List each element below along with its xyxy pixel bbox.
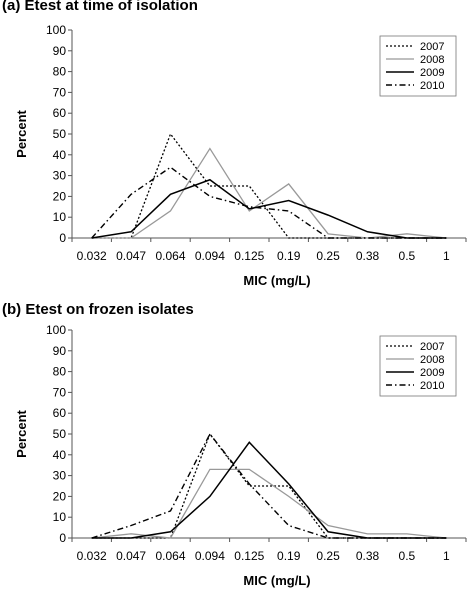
x-tick-label: 0.5 [399,549,416,563]
y-axis-title: Percent [14,109,29,157]
y-tick-label: 30 [53,469,67,483]
y-tick-label: 10 [53,510,67,524]
y-tick-label: 70 [53,385,67,399]
x-tick-label: 0.064 [155,249,185,263]
y-tick-label: 0 [59,531,66,545]
y-tick-label: 40 [53,448,67,462]
legend-box [379,335,457,397]
y-tick-label: 70 [53,85,67,99]
y-axis-title: Percent [14,409,29,457]
x-tick-label: 0.094 [195,249,225,263]
y-tick-label: 80 [53,365,67,379]
x-tick-label: 0.25 [316,549,340,563]
y-tick-label: 80 [53,65,67,79]
legend-label: 2010 [420,80,444,92]
y-tick-label: 20 [53,489,67,503]
x-tick-label: 0.032 [77,249,107,263]
legend-label: 2009 [420,67,444,79]
y-tick-label: 100 [46,323,66,337]
x-tick-label: 1 [443,549,450,563]
x-tick-label: 0.032 [77,549,107,563]
y-tick-label: 60 [53,406,67,420]
legend-label: 2007 [420,341,444,353]
series-line-2010 [91,166,447,239]
series-line-2010 [91,432,447,539]
x-tick-label: 0.25 [316,249,340,263]
y-tick-label: 10 [53,210,67,224]
x-tick-label: 0.094 [195,549,225,563]
x-tick-label: 0.064 [155,549,185,563]
series-line-2007 [91,132,447,239]
y-tick-label: 0 [59,231,66,245]
x-tick-label: 0.38 [356,249,380,263]
x-tick-label: 0.125 [234,549,264,563]
legend-label: 2008 [420,354,444,366]
series-line-2008 [91,468,447,539]
series-line-2007 [91,432,447,539]
series-line-2009 [91,441,447,539]
legend-label: 2010 [420,380,444,392]
chart-b-title: (b) Etest on frozen isolates [2,301,194,318]
x-tick-label: 0.047 [116,249,146,263]
y-tick-label: 40 [53,148,67,162]
y-tick-label: 30 [53,169,67,183]
legend-label: 2008 [420,54,444,66]
x-tick-label: 0.38 [356,549,380,563]
x-tick-label: 0.047 [116,549,146,563]
chart-a-title: (a) Etest at time of isolation [2,0,198,14]
y-tick-label: 50 [53,127,67,141]
x-tick-label: 0.19 [277,549,301,563]
x-tick-label: 0.19 [277,249,301,263]
x-tick-label: 0.5 [399,249,416,263]
x-tick-label: 1 [443,249,450,263]
y-tick-label: 90 [53,344,67,358]
y-tick-label: 60 [53,106,67,120]
x-axis-title: MIC (mg/L) [243,573,310,588]
y-tick-label: 20 [53,189,67,203]
chart-a: 0 10 20 30 40 50 60 70 80 90 100 0.032 0.047 0.064 0.0… [14,23,467,288]
legend-label: 2009 [420,367,444,379]
series-line-2008 [91,147,447,239]
legend-box [379,35,457,97]
x-tick-label: 0.125 [234,249,264,263]
chart-b: 0 10 20 30 40 50 60 70 80 90 100 0.032 0.047 0.064 0.0… [14,323,467,588]
legend-label: 2007 [420,41,444,53]
y-tick-label: 100 [46,23,66,37]
x-axis-title: MIC (mg/L) [243,273,310,288]
series-line-2009 [91,178,447,239]
y-tick-label: 90 [53,44,67,58]
y-tick-label: 50 [53,427,67,441]
